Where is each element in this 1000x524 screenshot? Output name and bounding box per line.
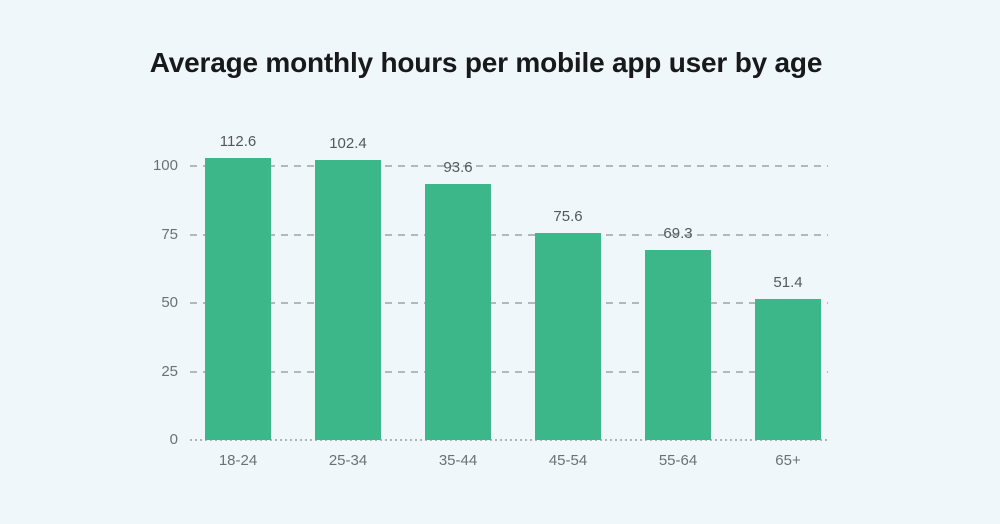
gridline-75 <box>190 233 828 236</box>
x-axis-line <box>190 439 828 441</box>
chart-title: Average monthly hours per mobile app use… <box>149 47 823 78</box>
bar-25-34 <box>315 159 381 440</box>
bar-value-label-25-34: 102.4 <box>329 134 367 152</box>
x-tick-label-18-24: 18-24 <box>218 452 258 469</box>
bar-slot-55-64: 69.3 55-64 <box>623 158 733 469</box>
bar-18-24 <box>205 158 271 440</box>
gridline-100 <box>190 165 828 168</box>
x-tick-label-45-54: 45-54 <box>548 452 588 469</box>
bar-55-64 <box>645 250 711 440</box>
y-tick-label-0: 0 <box>169 431 178 448</box>
bar-slot-45-54: 75.6 45-54 <box>513 158 623 469</box>
y-tick-label-25: 25 <box>161 362 178 380</box>
bar-slot-18-24: 112.6 18-24 <box>183 133 293 469</box>
gridline-50 <box>190 302 828 305</box>
bar-35-44 <box>425 183 491 440</box>
y-tick-label-100: 100 <box>152 157 178 175</box>
bar-value-label-65+: 51.4 <box>773 274 803 292</box>
bar-slot-65+: 51.4 65+ <box>733 158 843 469</box>
y-tick-label-50: 50 <box>161 294 178 312</box>
bar-slot-35-44: 93.6 35-44 <box>403 158 513 469</box>
x-tick-label-55-64: 55-64 <box>658 452 698 469</box>
x-tick-label-25-34: 25-34 <box>328 452 368 469</box>
bar-value-label-35-44: 93.6 <box>443 158 473 176</box>
bar-slot-25-34: 102.4 25-34 <box>293 135 403 469</box>
bar-value-label-45-54: 75.6 <box>553 208 583 226</box>
plot-area: 112.6 18-24 102.4 25-34 93.6 35-44 75.6 45-54 69… <box>190 133 828 469</box>
x-tick-label-35-44: 35-44 <box>438 452 478 469</box>
gridline-25 <box>190 370 828 373</box>
y-tick-label-75: 75 <box>161 225 178 243</box>
x-tick-label-65+: 65+ <box>775 452 801 469</box>
y-axis: 0 25 50 75 100 <box>120 157 178 448</box>
bar-45-54 <box>535 233 601 440</box>
bar-value-label-55-64: 69.3 <box>663 225 693 243</box>
bar-65+ <box>755 299 821 440</box>
bar-value-label-18-24: 112.6 <box>219 133 257 150</box>
